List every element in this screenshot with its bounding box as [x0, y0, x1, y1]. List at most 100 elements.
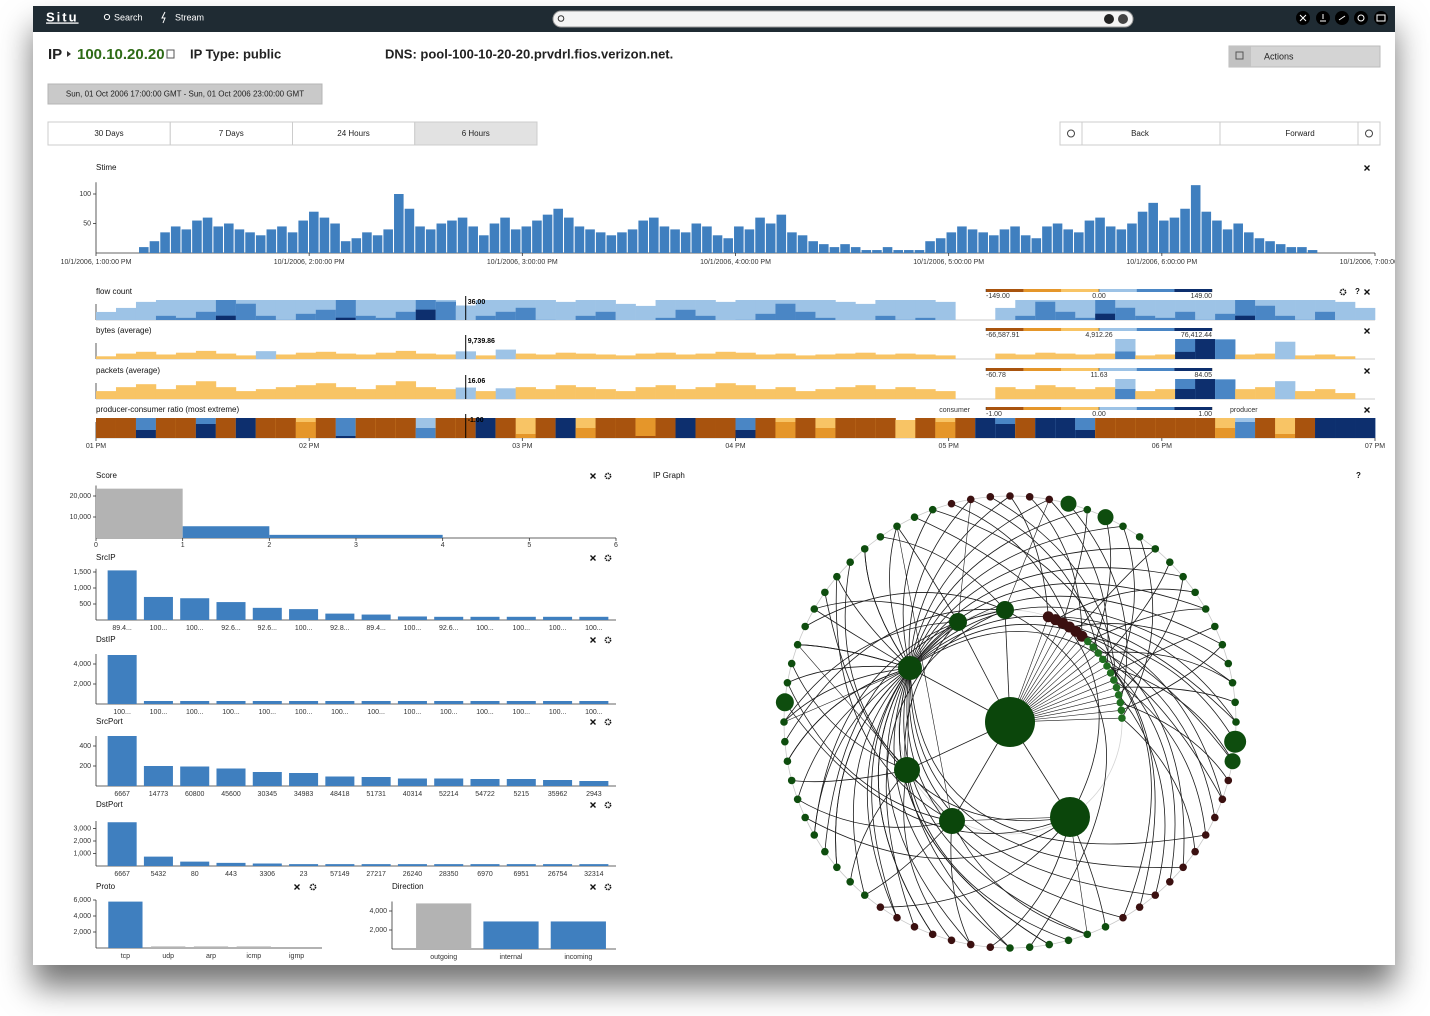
help-button[interactable]	[1118, 14, 1128, 24]
bar	[595, 232, 606, 253]
settings-icon[interactable]	[604, 472, 612, 480]
close-icon[interactable]	[590, 473, 596, 479]
bar	[252, 701, 282, 704]
time-range-button[interactable]	[47, 83, 323, 105]
range-tab[interactable]	[414, 121, 538, 146]
horizon-band	[795, 311, 816, 320]
horizon-band	[695, 387, 716, 399]
toolbar-button[interactable]	[1354, 11, 1368, 25]
bar	[361, 777, 391, 786]
legend-swatch	[986, 368, 1024, 371]
settings-icon[interactable]	[1339, 288, 1347, 296]
graph-node	[1218, 640, 1227, 649]
bar	[506, 779, 536, 786]
legend-low-label: consumer	[939, 407, 970, 414]
settings-icon[interactable]	[604, 801, 612, 809]
horizon-band	[755, 389, 776, 399]
horizon-band	[255, 315, 277, 320]
help-icon[interactable]: ?	[1355, 287, 1360, 296]
close-icon[interactable]	[1364, 289, 1370, 295]
graph-edge	[852, 667, 911, 896]
actions-button[interactable]	[1228, 45, 1381, 68]
horizon-band	[1275, 315, 1296, 320]
bar	[383, 229, 393, 253]
graph-edge	[896, 526, 959, 623]
close-icon[interactable]	[590, 884, 596, 890]
legend-swatch	[1023, 368, 1062, 371]
graph-node	[783, 678, 792, 687]
help-icon[interactable]: ?	[1356, 471, 1361, 480]
close-icon[interactable]	[294, 884, 300, 890]
horizon-band	[1235, 389, 1256, 399]
bar	[638, 220, 648, 253]
back-button[interactable]: Back	[1131, 129, 1150, 138]
horizon-band	[295, 313, 317, 320]
settings-icon[interactable]	[309, 883, 317, 891]
bar	[415, 226, 425, 253]
horizon-band	[1115, 351, 1136, 359]
horizon-band	[1035, 301, 1056, 320]
bar	[1233, 223, 1243, 253]
horizon-band	[96, 391, 117, 399]
y-tick-label: 1,000	[73, 585, 91, 592]
bar	[216, 862, 246, 866]
horizon-band	[495, 311, 516, 320]
settings-icon[interactable]	[604, 883, 612, 891]
forward-button[interactable]: Forward	[1285, 129, 1314, 138]
horizon-band	[1115, 307, 1136, 320]
range-tab-label[interactable]: 24 Hours	[337, 129, 369, 138]
horizon-band	[335, 353, 357, 359]
horizon-band	[1015, 354, 1036, 359]
horizon-band	[475, 391, 496, 399]
back-icon[interactable]	[1067, 129, 1075, 138]
close-icon[interactable]	[590, 719, 596, 725]
bar	[765, 223, 776, 253]
range-tab-label[interactable]: 7 Days	[219, 129, 244, 138]
close-icon[interactable]	[590, 637, 596, 643]
brand[interactable]: Situ	[46, 9, 79, 24]
close-icon[interactable]	[1364, 165, 1370, 171]
legend-swatch	[1136, 328, 1175, 331]
bar	[468, 226, 478, 253]
horizon-band	[555, 418, 576, 438]
toolbar-button[interactable]	[1374, 11, 1388, 25]
horizon-band	[815, 317, 836, 320]
y-tick-label: 50	[83, 220, 91, 227]
nav-link[interactable]: Search	[114, 12, 143, 22]
graph-edge	[909, 547, 1156, 669]
graph-edge	[906, 667, 911, 771]
horizon-band	[255, 300, 277, 320]
bar	[289, 609, 319, 620]
search-input[interactable]	[552, 10, 1134, 28]
settings-icon[interactable]	[604, 554, 612, 562]
horizon-band	[155, 418, 177, 438]
bar	[397, 778, 427, 786]
legend-swatch	[1174, 368, 1212, 371]
x-tick-label: udp	[162, 953, 174, 960]
breadcrumb-arrow	[67, 51, 71, 57]
settings-icon[interactable]	[604, 718, 612, 726]
x-tick-label: 10/1/2006, 5:00:00 PM	[913, 259, 984, 266]
nav-link[interactable]: Stream	[175, 12, 204, 22]
horizon-band	[575, 387, 596, 399]
bar	[532, 220, 542, 253]
horizon-band	[935, 391, 956, 399]
range-tab-label[interactable]: 30 Days	[94, 129, 123, 138]
forward-icon[interactable]	[1365, 129, 1373, 138]
actions-label[interactable]: Actions	[1264, 51, 1294, 61]
close-icon[interactable]	[590, 555, 596, 561]
settings-icon[interactable]	[604, 636, 612, 644]
bar	[1052, 223, 1063, 253]
close-icon[interactable]	[1364, 368, 1370, 374]
graph-node	[966, 495, 975, 504]
x-tick-label: 26240	[403, 871, 423, 878]
x-tick-label: 48418	[330, 791, 350, 798]
range-tab-label[interactable]: 6 Hours	[462, 129, 490, 138]
copy-icon[interactable]	[166, 49, 175, 59]
close-icon[interactable]	[1364, 328, 1370, 334]
close-icon[interactable]	[1364, 407, 1370, 413]
horizon-band	[515, 353, 536, 359]
graph-edge	[864, 820, 953, 896]
close-icon[interactable]	[590, 802, 596, 808]
clear-button[interactable]	[1104, 14, 1114, 24]
